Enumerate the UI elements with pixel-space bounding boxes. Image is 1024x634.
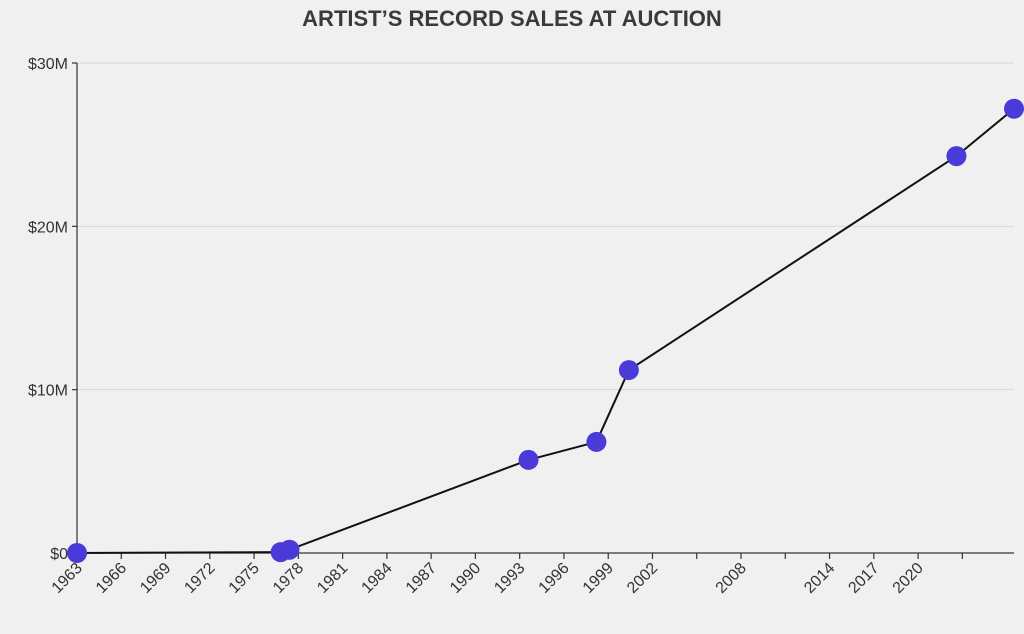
x-tick-label: 2008	[713, 560, 750, 597]
x-tick-label: 1975	[226, 560, 263, 597]
series	[67, 98, 1024, 563]
x-tick-label: 1990	[447, 560, 484, 597]
x-tick-label: 2020	[890, 560, 927, 597]
data-point	[518, 449, 539, 470]
grid	[77, 62, 1014, 391]
x-tick-label: 1963	[49, 560, 86, 597]
x-tick-label: 1978	[270, 560, 307, 597]
x-tick-label: 2014	[801, 560, 838, 597]
x-tick-label: 1981	[314, 560, 351, 597]
x-tick-label: 1996	[536, 560, 573, 597]
data-point	[67, 543, 87, 563]
x-tick-label: 1987	[403, 560, 440, 597]
y-tick-label: $0	[50, 546, 68, 563]
x-tick-label: 2002	[624, 560, 661, 597]
x-tick-label: 1969	[137, 560, 174, 597]
data-point	[618, 360, 639, 381]
y-tick-label: $30M	[28, 56, 68, 73]
data-point	[279, 539, 300, 560]
x-tick-label: 2017	[845, 560, 882, 597]
y-tick-label: $20M	[28, 219, 68, 236]
data-point	[946, 146, 967, 167]
x-tick-label: 1993	[491, 560, 528, 597]
data-point	[1004, 98, 1024, 119]
data-point	[586, 431, 607, 452]
x-tick-label: 1999	[580, 560, 617, 597]
x-tick-label: 1984	[359, 560, 396, 597]
series-line	[76, 107, 1015, 554]
x-tick-label: 1966	[93, 560, 130, 597]
y-tick-label: $10M	[28, 383, 68, 400]
chart-title: ARTIST’S RECORD SALES AT AUCTION	[302, 6, 722, 31]
x-tick-label: 1972	[181, 560, 218, 597]
